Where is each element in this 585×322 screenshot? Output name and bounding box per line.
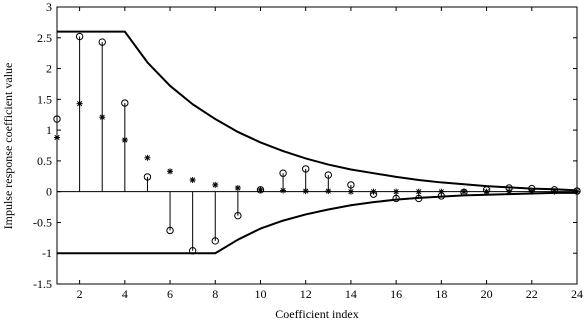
circle-marker xyxy=(415,194,423,203)
asterisk-marker xyxy=(483,188,490,195)
asterisk-marker xyxy=(460,188,467,195)
circle-marker xyxy=(234,211,242,220)
envelope-line xyxy=(57,30,578,192)
y-tick-label: 2.5 xyxy=(37,31,52,45)
asterisk-marker xyxy=(551,188,558,195)
x-tick-label: 12 xyxy=(300,287,312,301)
y-tick-label: 0 xyxy=(46,185,52,199)
asterisk-marker xyxy=(325,188,332,195)
asterisk-marker xyxy=(574,188,580,195)
y-tick-label: 1 xyxy=(46,123,52,137)
x-tick-label: 16 xyxy=(390,287,402,301)
y-tick-label: 1.5 xyxy=(37,92,52,106)
y-axis-label: Impulse response coefficient value xyxy=(1,63,15,230)
asterisk-marker xyxy=(167,168,174,175)
circle-marker xyxy=(121,99,129,107)
envelope-line xyxy=(57,191,577,255)
x-tick-label: 4 xyxy=(122,287,128,301)
y-tick-label: 0.5 xyxy=(37,154,52,168)
asterisk-marker xyxy=(144,154,151,161)
asterisk-marker xyxy=(212,181,219,188)
x-tick-label: 8 xyxy=(212,287,218,301)
circle-marker xyxy=(143,173,152,181)
x-tick-label: 10 xyxy=(254,287,266,301)
asterisk-marker xyxy=(438,188,445,195)
asterisk-marker xyxy=(528,188,535,195)
y-tick-label: -0.5 xyxy=(33,215,52,229)
x-tick-label: 2 xyxy=(77,287,83,301)
circle-marker xyxy=(75,32,84,41)
asterisk-marker xyxy=(506,188,513,195)
x-tick-label: 18 xyxy=(435,287,447,301)
x-axis-label: Coefficient index xyxy=(275,307,358,321)
y-tick-label: 2 xyxy=(46,62,52,76)
asterisk-marker xyxy=(234,184,241,191)
x-tick-label: 14 xyxy=(345,287,357,301)
circle-marker xyxy=(211,237,219,245)
y-tick-label: -1.5 xyxy=(33,277,52,291)
circle-marker xyxy=(301,165,310,173)
markers-layer xyxy=(53,32,581,255)
asterisk-marker xyxy=(189,176,196,183)
x-tick-label: 22 xyxy=(526,287,538,301)
asterisk-marker xyxy=(370,188,377,195)
asterisk-marker xyxy=(54,134,60,141)
x-tick-label: 6 xyxy=(167,287,173,301)
envelope-layer xyxy=(57,30,578,255)
y-tick-label: -1 xyxy=(42,246,52,260)
stems-layer xyxy=(56,36,578,251)
circle-marker xyxy=(166,226,174,235)
asterisk-marker xyxy=(347,188,354,195)
asterisk-marker xyxy=(302,188,309,195)
circle-marker xyxy=(347,181,355,189)
y-tick-label: 3 xyxy=(46,0,52,14)
asterisk-marker xyxy=(393,188,400,195)
circle-marker xyxy=(279,169,287,177)
circle-marker xyxy=(53,115,61,123)
x-tick-label: 20 xyxy=(481,287,493,301)
asterisk-marker xyxy=(99,114,106,121)
asterisk-marker xyxy=(257,186,264,193)
circle-marker xyxy=(324,171,333,179)
circle-marker xyxy=(392,194,400,203)
circle-marker xyxy=(256,186,265,194)
ticks-layer: 2 4 6 8 10 12 14 16 18 20 22 24-1.5-1-0.500.511.522… xyxy=(33,0,583,301)
asterisk-marker xyxy=(415,188,422,195)
circle-marker xyxy=(98,38,106,46)
plot-area xyxy=(56,6,578,285)
x-tick-label: 24 xyxy=(571,287,583,301)
circle-marker xyxy=(188,247,197,255)
asterisk-marker xyxy=(121,136,128,143)
asterisk-marker xyxy=(76,100,83,107)
asterisk-marker xyxy=(280,187,287,194)
